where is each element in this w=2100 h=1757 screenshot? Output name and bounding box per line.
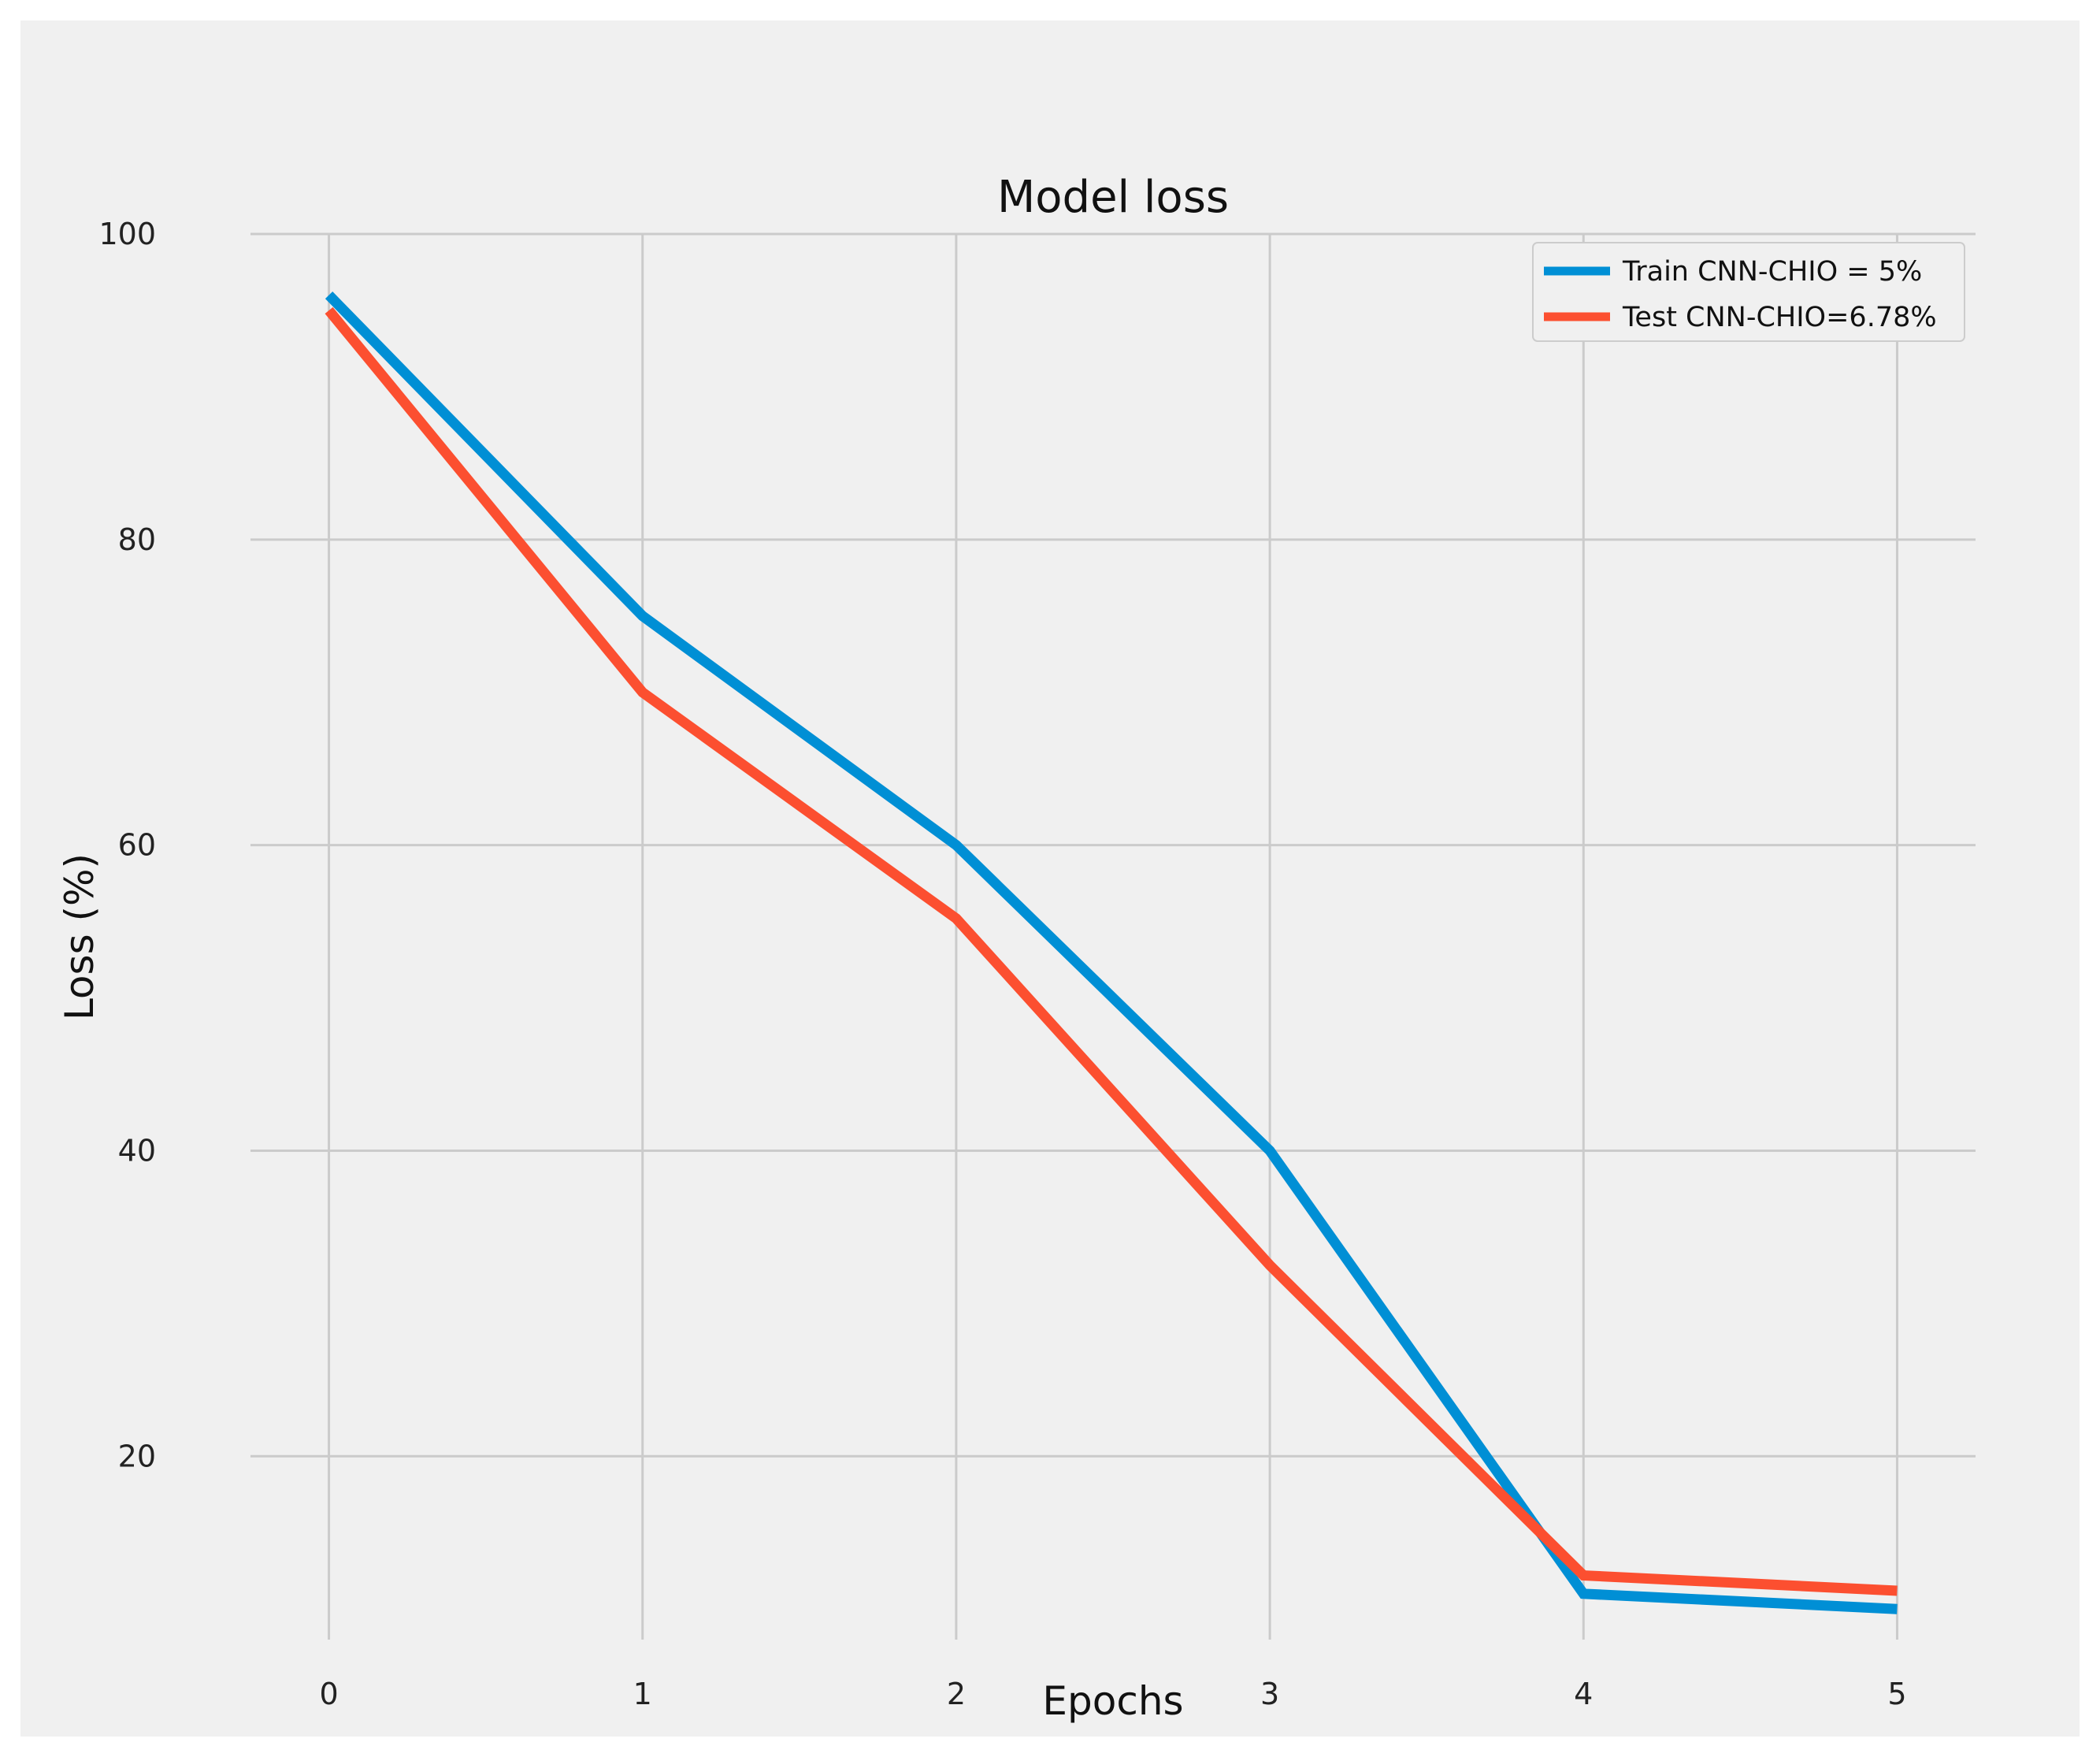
legend-label: Test CNN-CHIO=6.78% [1622, 302, 1937, 333]
y-tick-label: 80 [118, 522, 156, 557]
x-axis-label: Epochs [1042, 1678, 1183, 1724]
legend-label: Train CNN-CHIO = 5% [1622, 256, 1922, 288]
chart-figure: Model loss 20 40 60 80 100 0 1 2 3 4 5 Epochs Los… [20, 20, 2080, 1737]
x-tick-label: 3 [1260, 1677, 1279, 1711]
y-tick-label: 100 [98, 217, 156, 251]
grid [250, 232, 1976, 1640]
x-tick-label: 1 [633, 1677, 652, 1711]
legend: Train CNN-CHIO = 5% Test CNN-CHIO=6.78% [1532, 242, 1965, 342]
y-tick-label: 60 [118, 828, 156, 863]
series-lines [325, 292, 1898, 1614]
y-tick-labels: 20 40 60 80 100 [98, 217, 156, 1473]
y-axis-label: Loss (%) [57, 853, 102, 1020]
line-chart: Model loss 20 40 60 80 100 0 1 2 3 4 5 Epochs Los… [57, 172, 1976, 1724]
chart-title: Model loss [997, 172, 1229, 223]
x-tick-label: 2 [947, 1677, 966, 1711]
y-tick-label: 40 [118, 1133, 156, 1168]
x-tick-labels: 0 1 2 3 4 5 [319, 1677, 1906, 1711]
series-line-test [325, 306, 1898, 1596]
x-tick-label: 5 [1887, 1677, 1906, 1711]
series-line-train [325, 292, 1898, 1614]
x-tick-label: 0 [319, 1677, 338, 1711]
x-tick-label: 4 [1574, 1677, 1593, 1711]
legend-box [1532, 242, 1965, 342]
y-tick-label: 20 [118, 1439, 156, 1473]
